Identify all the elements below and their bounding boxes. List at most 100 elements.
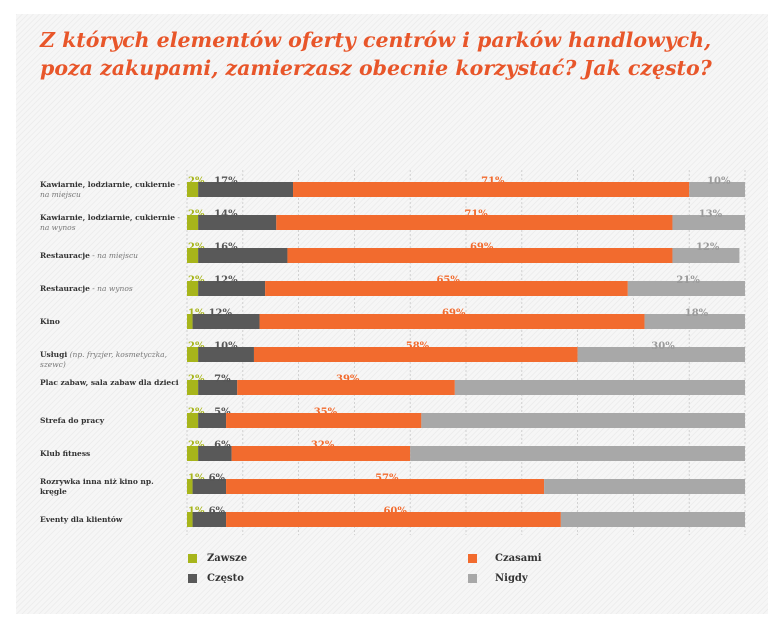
row-label: Usługi (np. fryzjer, kosmetyczka, szewc) — [40, 350, 180, 370]
row-label: Kino — [40, 317, 180, 327]
data-label-czasami: 58% — [406, 341, 430, 352]
bar-czasami — [253, 347, 578, 362]
data-label-czesto: 10% — [214, 341, 238, 352]
row-label-text: Plac zabaw, sala zabaw dla dzieci — [40, 377, 179, 387]
data-label-zawsze: 2% — [188, 275, 205, 286]
bar-nigdy — [560, 512, 745, 527]
data-label-czasami: 57% — [375, 473, 399, 484]
bar-czasami — [226, 413, 422, 428]
data-label-czesto: 6% — [209, 506, 226, 517]
bar-czasami — [259, 314, 645, 329]
data-label-czasami: 71% — [464, 209, 488, 220]
bar-nigdy — [672, 248, 740, 263]
data-label-czasami: 32% — [311, 440, 335, 451]
row-label-text: Rozrywka inna niż kino np. kręgle — [40, 476, 154, 496]
data-label-czasami: 69% — [442, 308, 466, 319]
data-label-nigdy: 30% — [651, 341, 675, 352]
data-label-czesto: 17% — [214, 176, 238, 187]
row-label-text: Restauracje — [40, 283, 90, 293]
row-label: Kawiarnie, lodziarnie, cukiernie - na wy… — [40, 213, 180, 233]
legend-item-czasami: Czasami — [468, 553, 542, 564]
bar-nigdy — [421, 413, 745, 428]
data-label-zawsze: 2% — [188, 341, 205, 352]
bar-czesto — [198, 281, 266, 296]
data-label-czasami: 39% — [336, 374, 360, 385]
row-label-text: Klub fitness — [40, 448, 91, 458]
legend-swatch — [188, 554, 197, 563]
bar-zawsze — [187, 512, 193, 527]
bar-zawsze — [187, 248, 199, 263]
data-label-czasami: 35% — [314, 407, 338, 418]
data-label-zawsze: 2% — [188, 242, 205, 253]
legend-label: Czasami — [495, 553, 542, 564]
row-label-text: Kawiarnie, lodziarnie, cukiernie — [40, 212, 175, 222]
row-label: Strefa do pracy — [40, 416, 180, 426]
data-label-czasami: 60% — [383, 506, 407, 517]
bar-czasami — [226, 512, 561, 527]
bar-czesto — [198, 182, 294, 197]
bar-nigdy — [689, 182, 745, 197]
bar-czesto — [192, 479, 227, 494]
row-label-text: Restauracje — [40, 250, 90, 260]
data-label-nigdy: 18% — [685, 308, 709, 319]
bar-czasami — [293, 182, 690, 197]
data-label-zawsze: 2% — [188, 374, 205, 385]
row-label: Rozrywka inna niż kino np. kręgle — [40, 477, 180, 497]
row-label-note: (np. fryzjer, kosmetyczka, szewc) — [40, 349, 168, 369]
data-label-nigdy: 21% — [676, 275, 700, 286]
bar-nigdy — [544, 479, 745, 494]
data-label-czasami: 65% — [436, 275, 460, 286]
row-label-text: Usługi — [40, 349, 68, 359]
bar-czasami — [287, 248, 673, 263]
legend-item-czesto: Często — [188, 573, 244, 584]
bar-zawsze — [187, 380, 199, 395]
bar-czesto — [198, 446, 232, 461]
bar-zawsze — [187, 413, 199, 428]
bar-zawsze — [187, 314, 193, 329]
data-label-czesto: 6% — [209, 473, 226, 484]
row-label-text: Eventy dla klientów — [40, 514, 123, 524]
bar-zawsze — [187, 182, 199, 197]
data-label-zawsze: 1% — [188, 506, 205, 517]
bar-czasami — [237, 380, 455, 395]
data-label-czesto: 5% — [214, 407, 231, 418]
legend-item-zawsze: Zawsze — [188, 553, 247, 564]
bar-nigdy — [672, 215, 745, 230]
bar-zawsze — [187, 281, 199, 296]
chart-title-line-2: poza zakupami, zamierzasz obecnie korzys… — [40, 56, 712, 80]
row-label: Kawiarnie, lodziarnie, cukiernie - na mi… — [40, 180, 180, 200]
chart-title: Z których elementów oferty centrów i par… — [40, 26, 760, 82]
data-label-zawsze: 1% — [188, 308, 205, 319]
data-label-czesto: 16% — [214, 242, 238, 253]
row-label-note: - na miejscu — [89, 250, 139, 260]
bar-czasami — [226, 479, 545, 494]
bar-nigdy — [627, 281, 745, 296]
bar-czesto — [198, 347, 254, 362]
data-label-zawsze: 2% — [188, 176, 205, 187]
bar-czesto — [192, 512, 227, 527]
bar-czasami — [231, 446, 411, 461]
data-label-nigdy: 13% — [699, 209, 723, 220]
bar-czesto — [198, 413, 227, 428]
data-label-czesto: 12% — [209, 308, 233, 319]
bar-nigdy — [644, 314, 745, 329]
legend-label: Nigdy — [495, 573, 528, 584]
chart-title-line-1: Z których elementów oferty centrów i par… — [40, 28, 712, 52]
legend-label: Często — [207, 573, 244, 584]
data-label-zawsze: 1% — [188, 473, 205, 484]
data-label-czesto: 6% — [214, 440, 231, 451]
bar-czesto — [198, 215, 277, 230]
row-label: Restauracje - na wynos — [40, 284, 180, 294]
row-label-note: - na miejscu — [40, 179, 180, 199]
row-label: Plac zabaw, sala zabaw dla dzieci — [40, 378, 180, 388]
legend-swatch — [188, 574, 197, 583]
bar-czesto — [198, 248, 288, 263]
bar-zawsze — [187, 347, 199, 362]
bar-czasami — [276, 215, 673, 230]
bar-nigdy — [410, 446, 745, 461]
data-label-czesto: 12% — [214, 275, 238, 286]
data-label-czasami: 69% — [470, 242, 494, 253]
row-label: Restauracje - na miejscu — [40, 251, 180, 261]
bar-zawsze — [187, 215, 199, 230]
